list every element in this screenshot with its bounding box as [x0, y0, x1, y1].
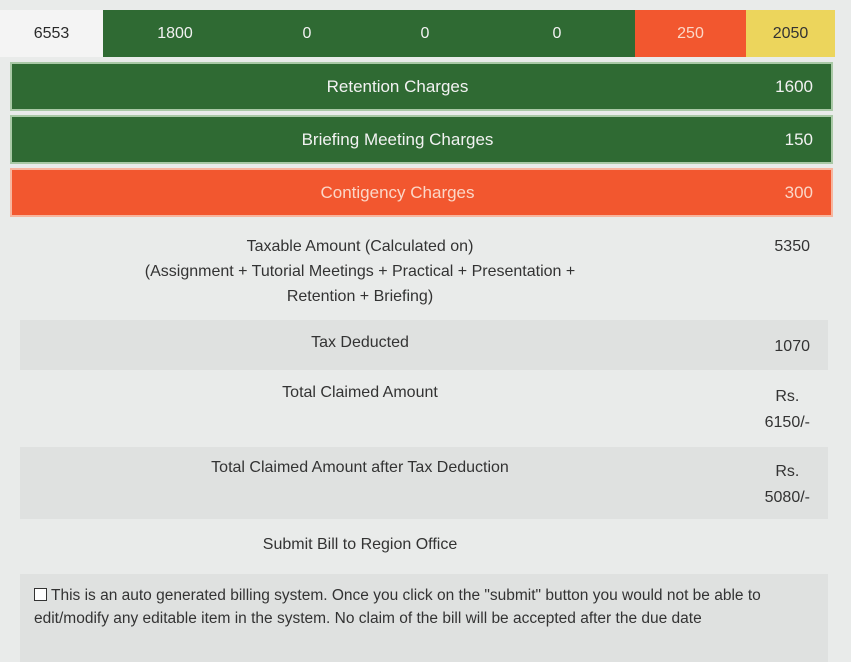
- summary-red-value: 250: [635, 10, 746, 57]
- total-after-tax-label: Total Claimed Amount after Tax Deduction: [211, 459, 509, 476]
- summary-value: 0: [302, 24, 312, 42]
- total-claimed-value: 6150/-: [764, 414, 810, 431]
- row-label: Retention Charges: [326, 76, 469, 96]
- summary-green-block: 1800 0 0 0: [103, 10, 635, 57]
- currency-label: Rs.: [775, 388, 800, 405]
- row-label: Contigency Charges: [320, 182, 475, 202]
- row-value: 150: [784, 129, 813, 149]
- total-claimed-row: Total Claimed Amount Rs. 6150/-: [20, 372, 828, 444]
- tax-deducted-label: Tax Deducted: [311, 334, 409, 351]
- agree-checkbox[interactable]: [34, 588, 47, 601]
- taxable-amount-row: Taxable Amount (Calculated on) (Assignme…: [20, 234, 828, 316]
- total-claimed-label: Total Claimed Amount: [282, 384, 438, 401]
- retention-charges-row: Retention Charges 1600: [10, 62, 833, 111]
- disclaimer-box: This is an auto generated billing system…: [20, 574, 828, 662]
- submit-bill-button[interactable]: Submit Bill to Region Office: [262, 536, 458, 553]
- taxable-label-line: Retention + Briefing): [286, 288, 434, 305]
- total-after-tax-row: Total Claimed Amount after Tax Deduction…: [20, 447, 828, 519]
- total-after-tax-value: 5080/-: [764, 489, 810, 506]
- disclaimer-text: This is an auto generated billing system…: [34, 587, 761, 627]
- briefing-charges-row: Briefing Meeting Charges 150: [10, 115, 833, 164]
- tax-deducted-value: 1070: [774, 338, 810, 355]
- row-label: Briefing Meeting Charges: [301, 129, 494, 149]
- row-value: 300: [784, 182, 813, 202]
- taxable-label-line: Taxable Amount (Calculated on): [246, 238, 474, 255]
- bill-id-cell: 6553: [0, 10, 103, 57]
- currency-label: Rs.: [775, 463, 800, 480]
- contingency-charges-row: Contigency Charges 300: [10, 168, 833, 217]
- row-value: 1600: [775, 76, 813, 96]
- summary-value: 1800: [157, 24, 193, 42]
- summary-value: 0: [420, 24, 430, 42]
- tax-deducted-row: Tax Deducted 1070: [20, 320, 828, 370]
- taxable-label-line: (Assignment + Tutorial Meetings + Practi…: [144, 263, 576, 280]
- taxable-value: 5350: [774, 238, 810, 255]
- submit-row: Submit Bill to Region Office: [20, 524, 828, 570]
- taxable-label: Taxable Amount (Calculated on) (Assignme…: [20, 234, 700, 309]
- summary-value: 0: [552, 24, 562, 42]
- summary-total-value: 2050: [746, 10, 835, 57]
